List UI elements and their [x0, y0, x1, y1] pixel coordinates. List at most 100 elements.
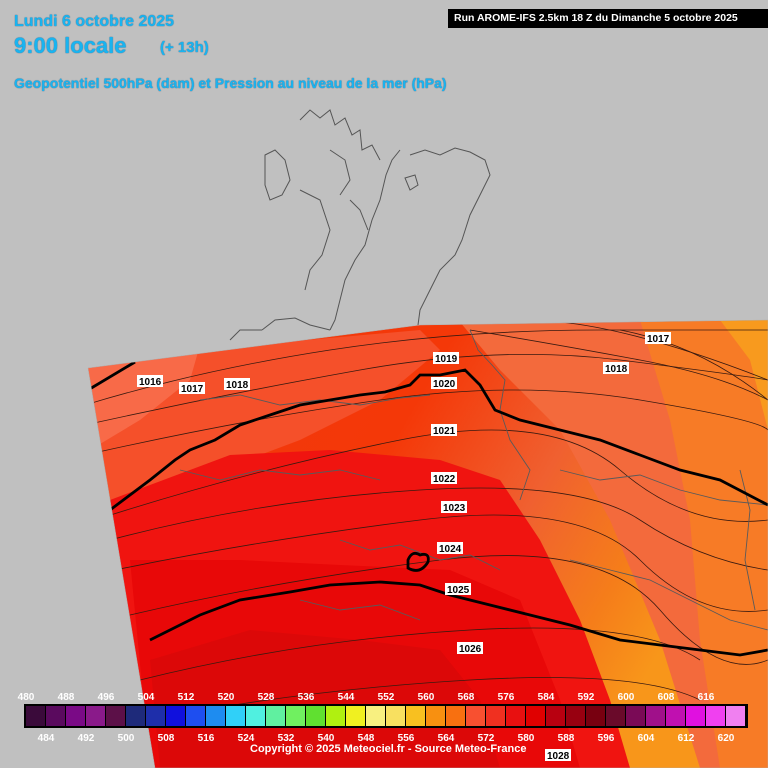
color-scale-label: 492 [78, 733, 95, 744]
color-scale-cell [306, 706, 325, 726]
zone-588-core [150, 630, 500, 768]
color-scale-cell [206, 706, 225, 726]
color-scale-bottom-labels: 484 492 500 508 516 524 532 540 548 556 564 572 580 5… [38, 733, 735, 744]
color-scale-cell [86, 706, 105, 726]
color-scale-label: 608 [658, 692, 675, 703]
color-scale-cell [486, 706, 505, 726]
isobar-label: 1028 [545, 749, 571, 762]
color-scale-label: 544 [338, 692, 355, 703]
color-scale-cell [366, 706, 385, 726]
country-borders [179, 329, 768, 631]
forecast-local-time: 9:00 locale [14, 33, 127, 58]
zone-572-east [640, 320, 768, 768]
color-scale-cell [246, 706, 265, 726]
isobar-label: 1024 [437, 542, 463, 555]
color-scale-label: 524 [238, 733, 255, 744]
svg-text:1028: 1028 [547, 751, 570, 762]
color-scale-cell [446, 706, 465, 726]
svg-text:1019: 1019 [435, 354, 458, 365]
color-scale-label: 532 [278, 733, 295, 744]
color-scale-cell [566, 706, 585, 726]
color-scale-label: 576 [498, 692, 515, 703]
forecast-date: Lundi 6 octobre 2025 [14, 13, 175, 30]
color-scale-cell [146, 706, 165, 726]
zone-572 [88, 345, 200, 450]
isobar-label: 1026 [457, 642, 483, 655]
isobar-label: 1021 [431, 424, 457, 437]
color-scale-cell [606, 706, 625, 726]
color-scale-label: 520 [218, 692, 235, 703]
isobar-label: 1022 [431, 472, 457, 485]
color-scale-cell [66, 706, 85, 726]
color-scale-label: 584 [538, 692, 555, 703]
color-scale-cell [386, 706, 405, 726]
color-scale-cell [466, 706, 485, 726]
svg-text:1018: 1018 [226, 380, 249, 391]
color-scale-label: 556 [398, 733, 415, 744]
color-scale-cell [166, 706, 185, 726]
color-scale-label: 536 [298, 692, 315, 703]
color-scale-cells [26, 706, 745, 726]
isobar-label: 1017 [179, 382, 205, 395]
model-run-info: Run AROME-IFS 2.5km 18 Z du Dimanche 5 o… [448, 9, 768, 28]
svg-text:1023: 1023 [443, 503, 466, 514]
color-scale-label: 572 [478, 733, 495, 744]
svg-text:1017: 1017 [181, 384, 204, 395]
color-scale-label: 484 [38, 733, 55, 744]
color-scale-label: 496 [98, 692, 115, 703]
color-scale-cell [326, 706, 345, 726]
color-scale-cell [626, 706, 645, 726]
color-scale-label: 568 [458, 692, 475, 703]
coastline-north [229, 109, 491, 341]
color-scale-label: 480 [18, 692, 35, 703]
copyright-notice: Copyright © 2025 Meteociel.fr - Source M… [250, 743, 527, 755]
svg-text:1024: 1024 [439, 544, 462, 555]
color-scale-label: 596 [598, 733, 615, 744]
svg-text:1016: 1016 [139, 377, 162, 388]
isobar-label: 1025 [445, 583, 471, 596]
color-scale: 480 488 496 504 512 520 528 536 544 552 560 568 576 5… [18, 692, 748, 744]
color-scale-label: 588 [558, 733, 575, 744]
svg-text:1026: 1026 [459, 644, 482, 655]
model-domain-edge [87, 319, 768, 768]
color-scale-label: 528 [258, 692, 275, 703]
isobar-label: 1018 [603, 362, 629, 375]
color-scale-cell [286, 706, 305, 726]
color-scale-cell [46, 706, 65, 726]
color-scale-cell [586, 706, 605, 726]
geopotential-contours [88, 360, 768, 657]
svg-text:1017: 1017 [647, 334, 670, 345]
map-parameter-title: Geopotentiel 500hPa (dam) et Pression au… [14, 75, 447, 91]
color-scale-label: 580 [518, 733, 535, 744]
color-scale-cell [546, 706, 565, 726]
color-scale-cell [686, 706, 705, 726]
isobar-label: 1017 [645, 332, 671, 345]
color-scale-label: 516 [198, 733, 215, 744]
svg-text:1021: 1021 [433, 426, 456, 437]
isobar-labels: 1016 1017 1018 1019 1020 1021 1022 1023 … [137, 332, 671, 655]
color-scale-cell [426, 706, 445, 726]
isobar-label: 1018 [224, 378, 250, 391]
color-scale-label: 612 [678, 733, 695, 744]
color-scale-label: 552 [378, 692, 395, 703]
color-scale-top-labels: 480 488 496 504 512 520 528 536 544 552 560 568 576 5… [18, 692, 715, 703]
svg-text:1025: 1025 [447, 585, 470, 596]
svg-text:1022: 1022 [433, 474, 456, 485]
color-scale-label: 488 [58, 692, 75, 703]
color-scale-label: 604 [638, 733, 655, 744]
color-scale-cell [266, 706, 285, 726]
forecast-lead-time: (+ 13h) [160, 39, 209, 56]
color-scale-cell [126, 706, 145, 726]
color-scale-label: 620 [718, 733, 735, 744]
color-scale-cell [106, 706, 125, 726]
isobar-lines [88, 321, 768, 721]
color-scale-cell [346, 706, 365, 726]
color-scale-label: 512 [178, 692, 195, 703]
isobar-label: 1016 [137, 375, 163, 388]
color-scale-label: 616 [698, 692, 715, 703]
color-scale-cell [726, 706, 745, 726]
color-scale-label: 500 [118, 733, 135, 744]
color-scale-label: 560 [418, 692, 435, 703]
color-scale-label: 600 [618, 692, 635, 703]
